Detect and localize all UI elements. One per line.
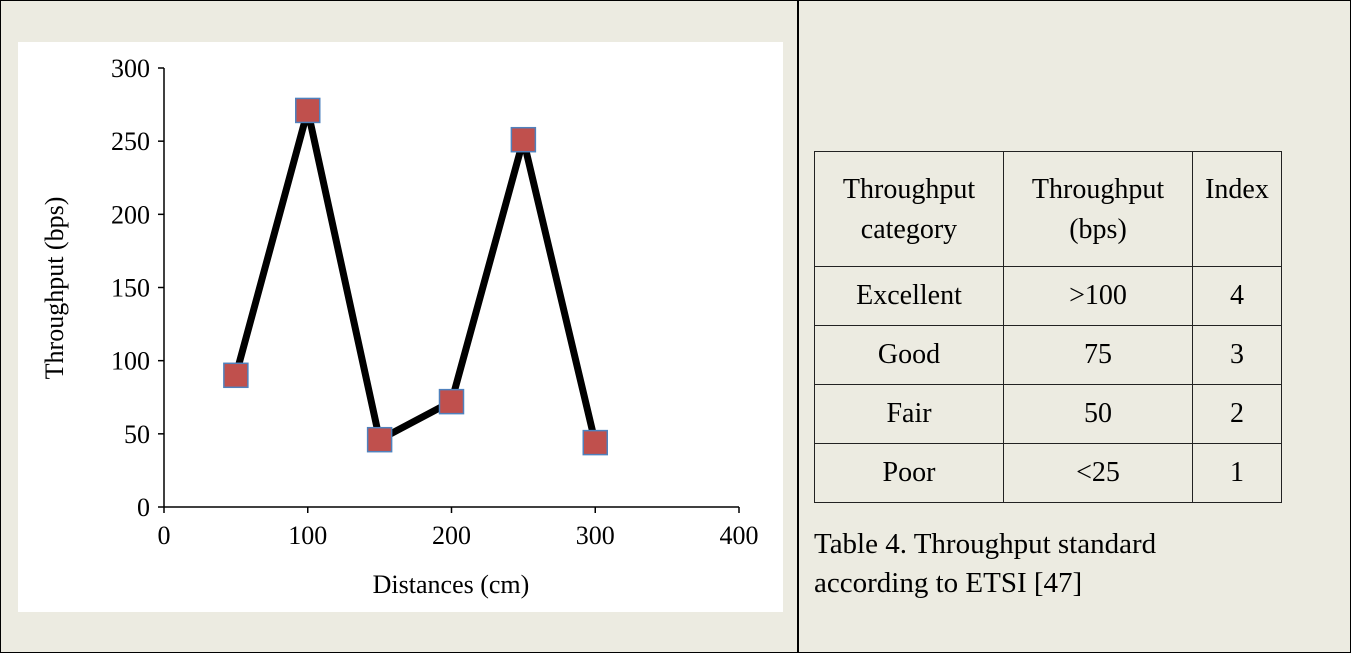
table-cell: 4 bbox=[1192, 266, 1282, 326]
x-tick-label: 300 bbox=[576, 521, 615, 550]
table-cell: 3 bbox=[1192, 325, 1282, 385]
header-cell: Index bbox=[1192, 151, 1282, 267]
table-cell: <25 bbox=[1003, 443, 1193, 503]
table-cell: Poor bbox=[814, 443, 1004, 503]
y-tick-label: 150 bbox=[111, 274, 150, 303]
table: Throughput category Throughput (bps) Index… bbox=[814, 151, 1282, 503]
table-cell: 1 bbox=[1192, 443, 1282, 503]
x-tick-label: 200 bbox=[432, 521, 471, 550]
y-tick-label: 100 bbox=[111, 347, 150, 376]
x-tick-label: 0 bbox=[158, 521, 171, 550]
header-row: Throughput category Throughput (bps) Index bbox=[814, 151, 1282, 267]
data-marker bbox=[295, 97, 321, 124]
data-marker bbox=[438, 388, 465, 415]
data-marker bbox=[223, 362, 249, 389]
chart-panel bbox=[18, 42, 783, 612]
table-cell: Excellent bbox=[814, 266, 1004, 326]
table-row: Poor <25 1 bbox=[814, 443, 1282, 503]
data-marker bbox=[366, 426, 393, 453]
y-axis-label: Throughput (bps) bbox=[40, 197, 69, 380]
table-cell: 2 bbox=[1192, 384, 1282, 444]
divider bbox=[797, 1, 799, 652]
data-marker bbox=[582, 429, 608, 456]
table-cell: Good bbox=[814, 325, 1004, 385]
x-tick-label: 400 bbox=[720, 521, 759, 550]
table-cell: >100 bbox=[1003, 266, 1193, 326]
header-cell: Throughput (bps) bbox=[1003, 151, 1193, 267]
y-tick-label: 200 bbox=[111, 200, 150, 229]
y-tick-label: 250 bbox=[111, 127, 150, 156]
y-tick-label: 50 bbox=[124, 420, 150, 449]
y-tick-label: 300 bbox=[111, 54, 150, 83]
table-row: Good 75 3 bbox=[814, 325, 1282, 385]
y-tick-label: 0 bbox=[137, 493, 150, 522]
table-cell: Fair bbox=[814, 384, 1004, 444]
chart: Distances (cm) Throughput (bps) 0 50 100 15… bbox=[18, 42, 783, 612]
x-tick-label: 100 bbox=[288, 521, 327, 550]
data-line bbox=[232, 109, 599, 445]
table-row: Excellent >100 4 bbox=[814, 266, 1282, 326]
x-axis-label: Distances (cm) bbox=[373, 570, 530, 599]
data-marker bbox=[510, 126, 537, 153]
table-caption: Table 4. Throughput standard according t… bbox=[814, 528, 1157, 599]
table-cell: 75 bbox=[1003, 325, 1193, 385]
table-cell: 50 bbox=[1003, 384, 1193, 444]
table-row: Fair 50 2 bbox=[814, 384, 1282, 444]
header-cell: Throughput category bbox=[814, 151, 1004, 267]
